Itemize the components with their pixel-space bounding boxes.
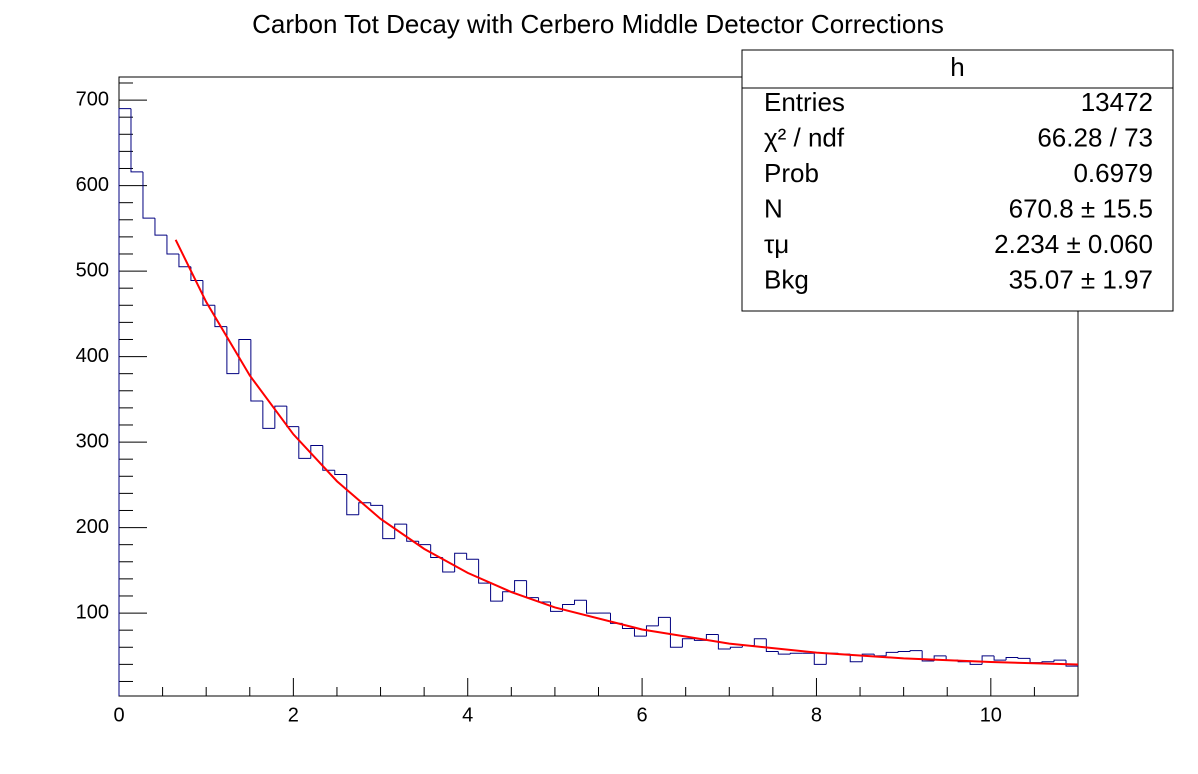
histogram-bin	[346, 474, 359, 516]
histogram-bin	[789, 652, 803, 655]
histogram-bin	[142, 171, 155, 219]
histogram-bin	[442, 557, 455, 573]
y-tick-label: 400	[76, 345, 109, 367]
stats-label: Bkg	[764, 264, 809, 294]
x-tick-label: 0	[113, 704, 124, 726]
histogram-bin	[909, 650, 923, 652]
histogram-bin	[657, 616, 671, 626]
histogram-bin	[969, 661, 983, 665]
y-tick-label: 200	[76, 516, 109, 538]
histogram-bin	[861, 653, 875, 662]
histogram-bin	[130, 108, 143, 173]
histogram-bin	[322, 445, 335, 471]
histogram-bin	[370, 502, 383, 506]
chart-title: Carbon Tot Decay with Cerbero Middle Det…	[252, 9, 944, 39]
histogram-bin	[586, 600, 599, 614]
histogram-bin	[334, 470, 347, 476]
stats-label: N	[764, 193, 783, 223]
histogram-bin	[250, 339, 263, 402]
histogram-bin	[921, 650, 935, 662]
histogram-bin	[849, 654, 863, 663]
histogram-bin	[1017, 657, 1031, 659]
histogram-bin	[166, 235, 179, 255]
histogram-bin	[154, 218, 167, 236]
stats-value: 13472	[1081, 87, 1153, 117]
histogram-bin	[813, 653, 827, 665]
histogram-bin	[1053, 659, 1067, 662]
x-tick-label: 8	[811, 704, 822, 726]
histogram-bin	[466, 553, 479, 560]
stats-title: h	[950, 52, 964, 82]
y-tick-label: 100	[76, 601, 109, 623]
y-tick-label: 700	[76, 88, 109, 110]
histogram-bin	[298, 426, 311, 459]
stats-value: 35.07 ± 1.97	[1009, 264, 1153, 294]
histogram-bin	[226, 326, 239, 375]
histogram-bin	[238, 338, 251, 374]
histogram-bin	[202, 280, 215, 306]
x-tick-label: 10	[980, 704, 1002, 726]
histogram-bin	[777, 651, 791, 655]
histogram-bin	[478, 559, 491, 584]
histogram-bin	[897, 651, 911, 653]
histogram-bin	[681, 638, 695, 648]
histogram-bin	[645, 625, 659, 637]
stats-value: 2.234 ± 0.060	[994, 229, 1153, 259]
histogram-bin	[262, 401, 275, 429]
histogram-bin	[993, 655, 1007, 661]
y-tick-label: 300	[76, 430, 109, 452]
histogram-bin	[1005, 657, 1019, 661]
histogram-bin	[729, 646, 743, 649]
stats-label: τμ	[764, 229, 789, 259]
x-tick-label: 6	[637, 704, 648, 726]
stats-value: 670.8 ± 15.5	[1009, 193, 1153, 223]
histogram-bin	[693, 638, 707, 641]
stats-value: 66.28 / 73	[1037, 122, 1153, 152]
x-tick-label: 2	[288, 704, 299, 726]
stats-value: 0.6979	[1073, 158, 1153, 188]
fit-curve	[174, 239, 1079, 666]
histogram-bin	[178, 253, 191, 268]
histogram-bin	[514, 580, 527, 592]
y-tick-label: 500	[76, 259, 109, 281]
x-tick-label: 4	[462, 704, 473, 726]
histogram-bin	[214, 305, 227, 328]
histogram-bin	[274, 405, 287, 429]
histogram-bin	[765, 638, 779, 653]
stats-box	[741, 49, 1174, 312]
histogram-bin	[753, 638, 767, 646]
y-tick-label: 600	[76, 174, 109, 196]
histogram-bin	[705, 633, 719, 641]
histogram-bin	[1065, 660, 1078, 667]
stats-label: χ² / ndf	[764, 122, 845, 152]
histogram-bin	[118, 108, 131, 696]
histogram-bin	[358, 502, 371, 515]
histogram-bin	[717, 634, 731, 650]
histogram-bin	[490, 583, 503, 602]
histogram-bin	[633, 628, 647, 637]
histogram-bin	[669, 617, 683, 648]
histogram-bin	[394, 523, 407, 539]
histogram-bin	[574, 599, 587, 605]
stats-label: Entries	[764, 87, 845, 117]
stats-label: Prob	[764, 158, 819, 188]
histogram-bin	[382, 505, 395, 540]
histogram-bin	[1041, 661, 1055, 663]
histogram-bin	[885, 651, 899, 656]
